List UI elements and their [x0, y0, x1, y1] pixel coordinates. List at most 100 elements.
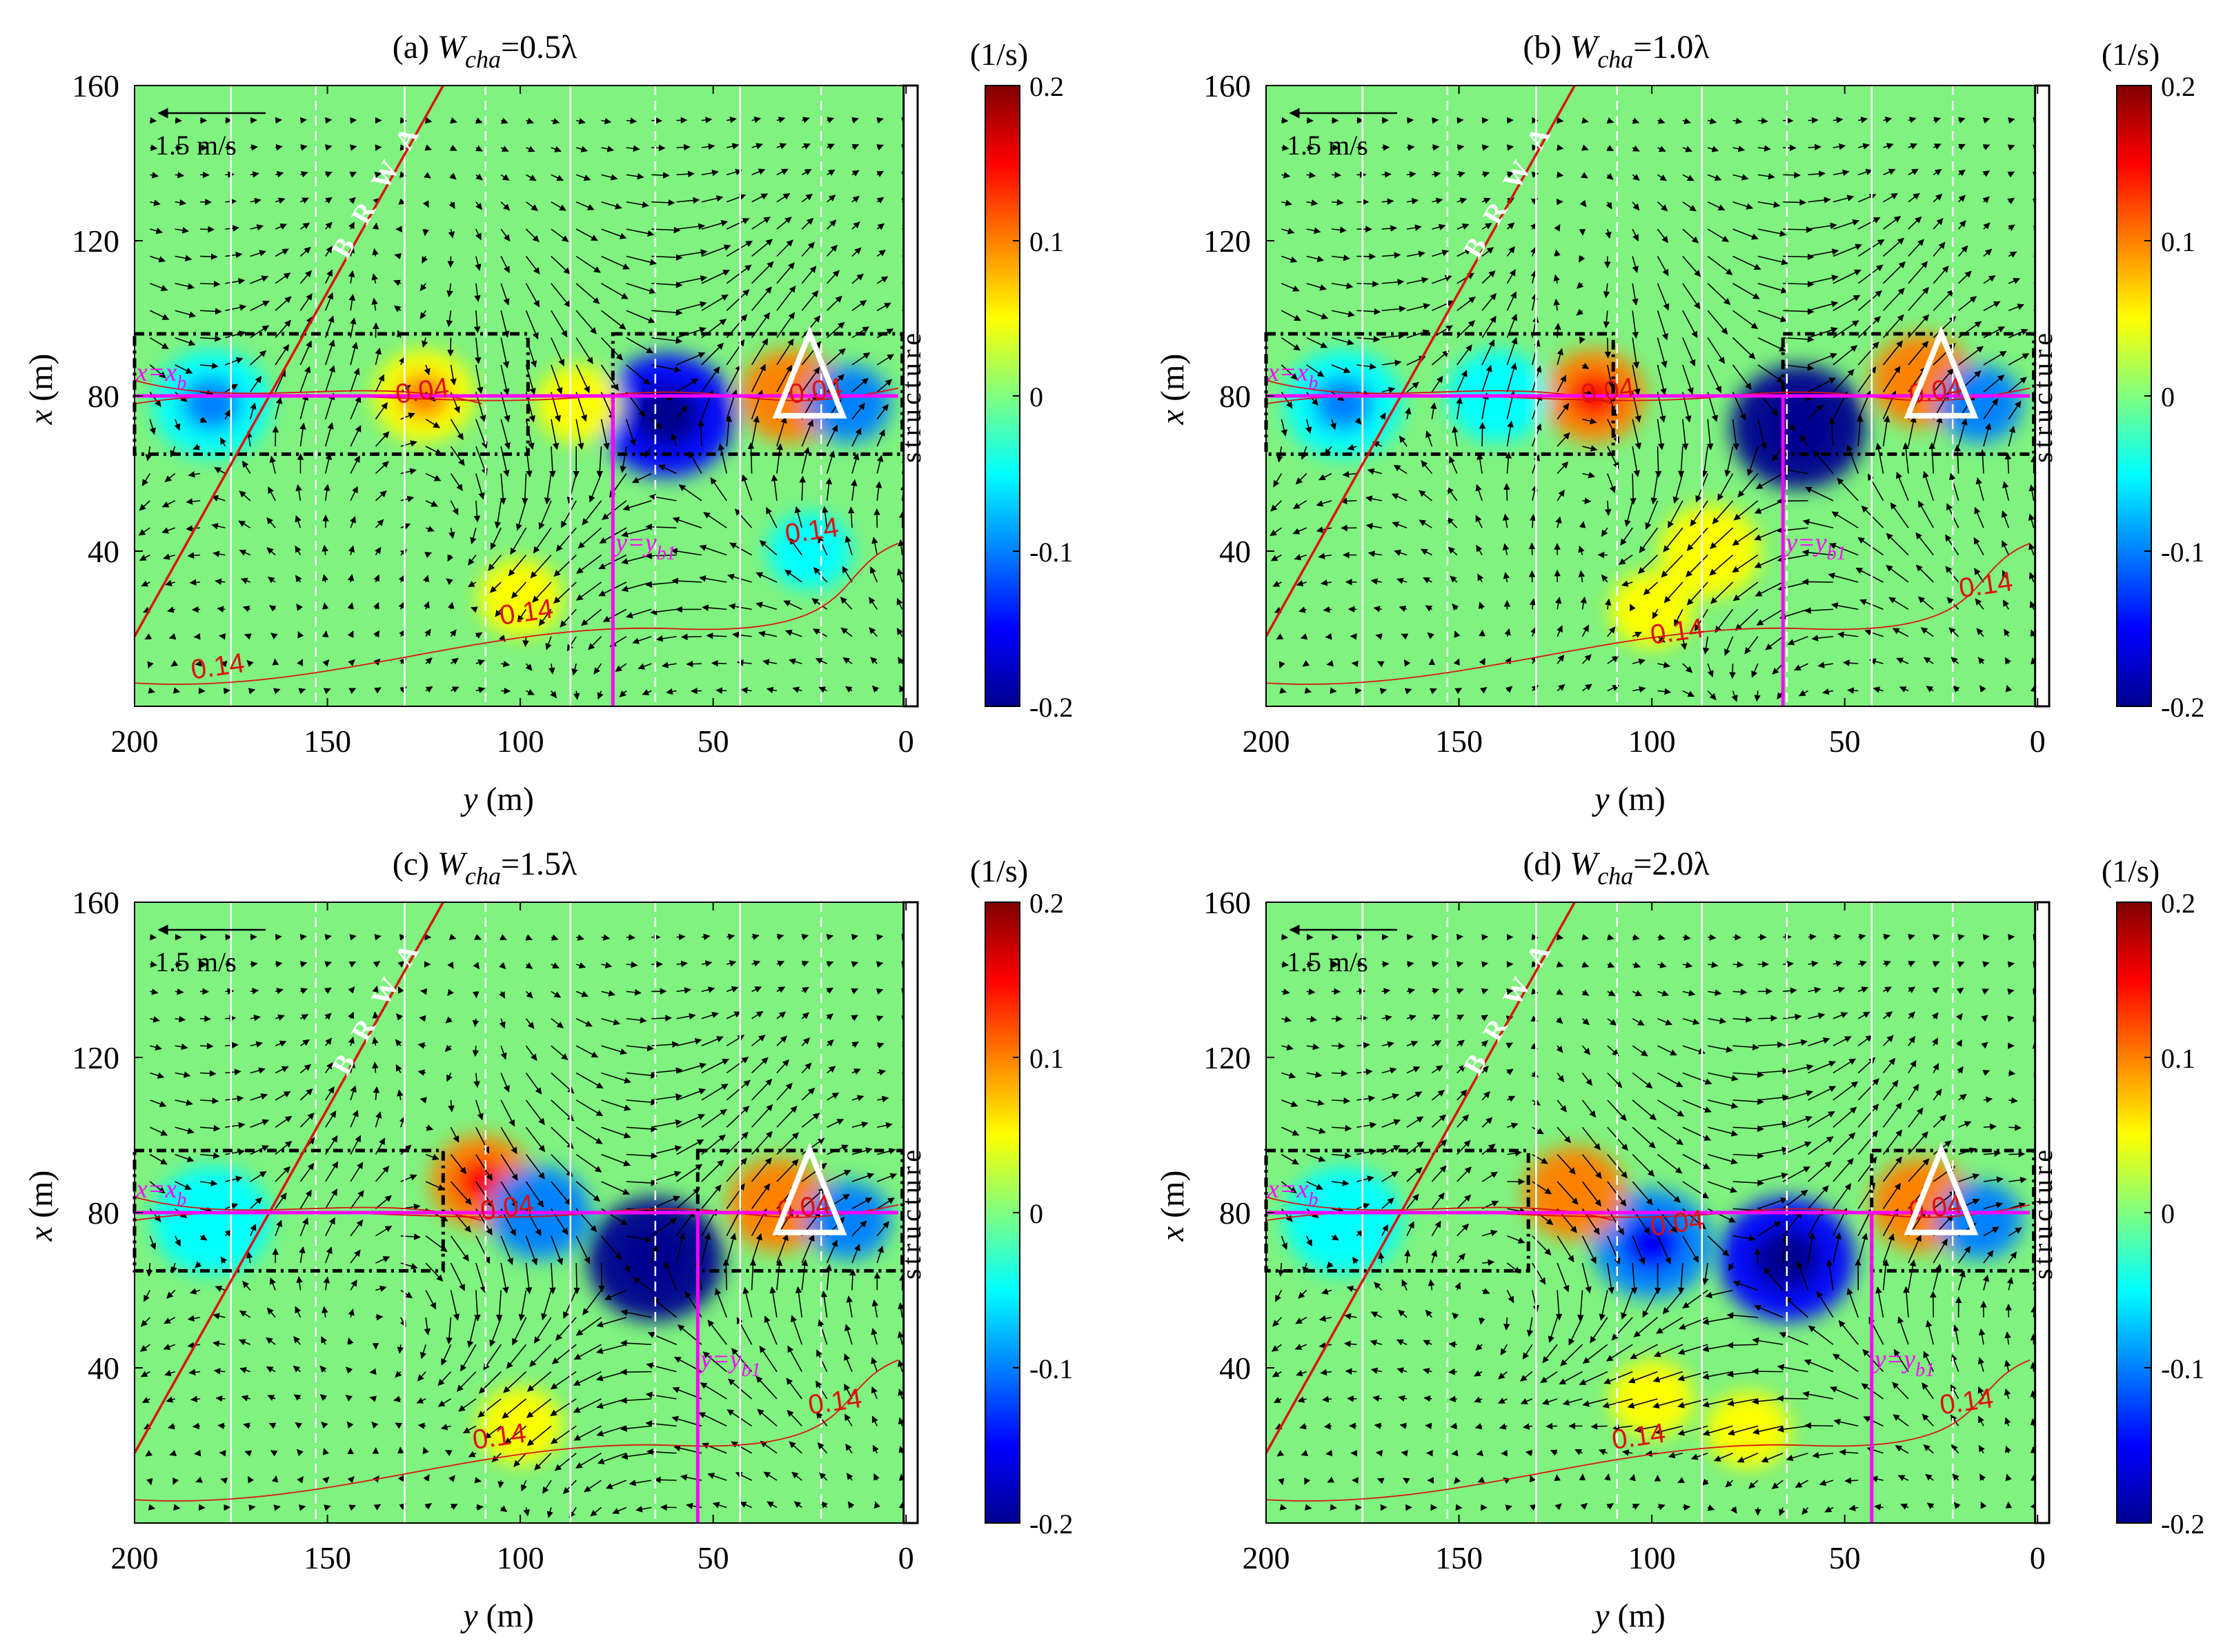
scale-arrow-label: 1.5 m/s	[1287, 130, 1368, 161]
velocity-arrow	[200, 280, 221, 288]
velocity-arrow	[297, 630, 304, 639]
velocity-arrow	[468, 555, 477, 566]
velocity-arrow	[1630, 473, 1637, 505]
velocity-arrow	[522, 636, 529, 648]
velocity-arrow	[220, 660, 228, 668]
velocity-arrow	[549, 446, 556, 478]
scale-arrow-label: 1.5 m/s	[1287, 946, 1368, 977]
velocity-arrow	[250, 144, 258, 151]
x-tick-label: 200	[1243, 724, 1290, 759]
velocity-arrow	[150, 283, 168, 291]
velocity-arrow	[200, 335, 221, 342]
velocity-arrow	[1281, 933, 1289, 941]
velocity-arrow	[651, 226, 681, 234]
velocity-arrow	[150, 199, 161, 206]
velocity-arrow	[551, 201, 566, 211]
vorticity-core	[633, 384, 701, 447]
velocity-arrow	[601, 310, 626, 330]
velocity-arrow	[447, 554, 454, 562]
velocity-arrow	[575, 255, 601, 273]
velocity-arrow	[699, 575, 727, 583]
velocity-arrow	[138, 527, 150, 536]
velocity-arrow	[239, 549, 251, 556]
velocity-arrow	[450, 364, 457, 386]
velocity-arrow	[1777, 1395, 1808, 1402]
velocity-arrow	[348, 688, 357, 695]
colorbar-tick-label: 0.1	[2161, 1043, 2195, 1074]
velocity-arrow	[349, 516, 356, 528]
velocity-arrow	[275, 223, 288, 230]
velocity-arrow	[397, 1446, 404, 1454]
velocity-arrow	[581, 608, 602, 626]
velocity-arrow	[500, 256, 510, 273]
y-tick-label: 40	[88, 534, 119, 569]
velocity-arrow	[2008, 1151, 2026, 1158]
velocity-arrow	[551, 117, 560, 125]
y-tick-label: 40	[1219, 534, 1251, 569]
velocity-arrow	[472, 1046, 480, 1057]
velocity-arrow	[490, 527, 502, 550]
velocity-arrow	[626, 145, 640, 152]
velocity-arrow	[141, 473, 151, 486]
velocity-arrow	[626, 283, 657, 295]
velocity-arrow	[500, 283, 510, 306]
colorbar-unit: (1/s)	[2102, 37, 2160, 72]
velocity-arrow	[246, 659, 254, 668]
velocity-arrow	[400, 412, 415, 420]
velocity-arrow	[275, 319, 291, 339]
colorbar-tick-label: -0.1	[1029, 537, 1073, 568]
velocity-arrow	[419, 310, 427, 319]
velocity-arrow	[702, 604, 727, 611]
velocity-arrow	[423, 601, 430, 610]
velocity-arrow	[424, 144, 432, 151]
velocity-arrow	[348, 659, 355, 666]
velocity-arrow	[451, 686, 460, 693]
velocity-arrow	[325, 197, 333, 204]
velocity-arrow	[238, 520, 251, 528]
velocity-arrow	[551, 255, 571, 275]
x-tick-label: 100	[497, 724, 544, 759]
y-tick-label: 120	[1203, 223, 1251, 259]
velocity-arrow	[322, 659, 330, 667]
velocity-arrow	[425, 526, 435, 533]
velocity-arrow	[325, 339, 335, 366]
vorticity-core	[181, 1193, 241, 1248]
velocity-arrow	[297, 659, 304, 666]
velocity-arrow	[701, 143, 715, 150]
velocity-arrow	[676, 326, 707, 339]
velocity-arrow	[551, 310, 568, 338]
velocity-arrow	[1451, 1449, 1459, 1457]
velocity-arrow	[275, 397, 283, 419]
velocity-arrow	[394, 252, 402, 260]
velocity-arrow	[450, 446, 465, 466]
velocity-arrow	[582, 500, 602, 526]
velocity-arrow	[1381, 144, 1390, 151]
velocity-arrow	[642, 689, 652, 695]
velocity-arrow	[373, 630, 380, 638]
velocity-arrow	[575, 146, 589, 152]
velocity-arrow	[1754, 1248, 1761, 1264]
velocity-arrow	[475, 117, 483, 124]
velocity-arrow	[295, 545, 302, 556]
velocity-arrow	[475, 145, 483, 152]
vorticity-core	[499, 578, 542, 617]
velocity-arrow	[1847, 687, 1859, 694]
velocity-arrow	[526, 146, 535, 152]
velocity-arrow	[248, 1504, 256, 1511]
velocity-arrow	[601, 255, 630, 270]
velocity-arrow	[163, 553, 175, 560]
velocity-arrow	[347, 602, 354, 610]
velocity-arrow	[399, 686, 407, 693]
velocity-arrow	[500, 117, 508, 124]
velocity-arrow	[425, 472, 442, 481]
velocity-arrow	[295, 515, 302, 528]
velocity-arrow	[373, 574, 379, 583]
colorbar-tick-label: -0.1	[1029, 1353, 1073, 1384]
velocity-arrow	[268, 605, 277, 612]
velocity-arrow	[651, 1015, 672, 1022]
velocity-arrow	[560, 500, 577, 528]
velocity-arrow	[139, 500, 150, 511]
velocity-arrow	[240, 577, 251, 584]
velocity-arrow	[650, 608, 677, 615]
x-tick-label: 50	[698, 1540, 729, 1575]
